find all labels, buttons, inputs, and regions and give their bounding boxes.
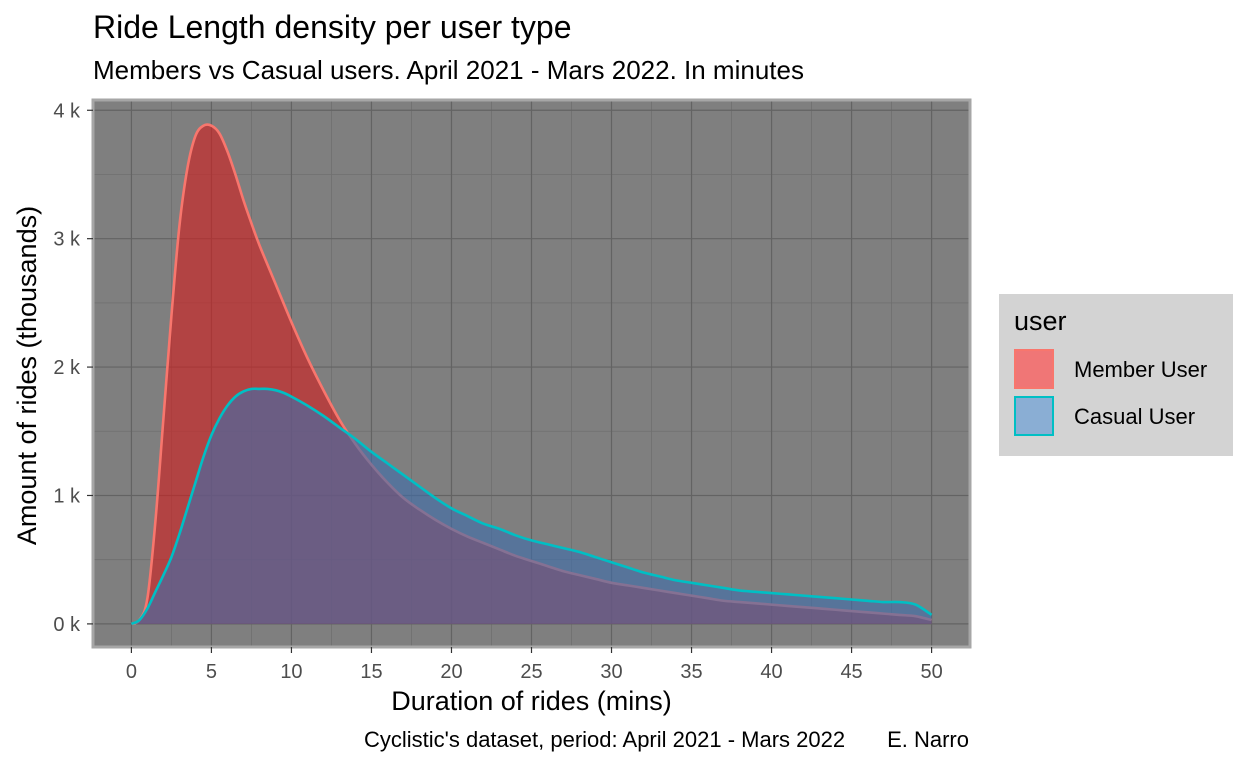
chart-caption: Cyclistic's dataset, period: April 2021 … bbox=[364, 727, 969, 753]
legend-item-member-user: Member User bbox=[1014, 349, 1229, 395]
x-tick-label: 25 bbox=[520, 661, 542, 683]
y-axis-title: Amount of rides (thousands) bbox=[12, 206, 42, 545]
caption-author: E. Narro bbox=[887, 727, 969, 752]
legend-key-member-user bbox=[1014, 349, 1054, 389]
x-tick-label: 0 bbox=[126, 661, 137, 683]
legend-item-casual-user: Casual User bbox=[1014, 396, 1229, 442]
y-tick-label: 1 k bbox=[53, 485, 81, 507]
legend-label-casual-user: Casual User bbox=[1074, 404, 1196, 429]
legend-label-member-user: Member User bbox=[1074, 357, 1208, 382]
x-tick-label: 30 bbox=[600, 661, 622, 683]
density-line-casual-user bbox=[130, 387, 933, 626]
y-tick-label: 3 k bbox=[53, 229, 81, 251]
y-tick-label: 0 k bbox=[53, 614, 81, 636]
x-tick-label: 50 bbox=[920, 661, 942, 683]
caption-text: Cyclistic's dataset, period: April 2021 … bbox=[363, 727, 846, 752]
chart-subtitle: Members vs Casual users. April 2021 - Ma… bbox=[93, 55, 804, 85]
x-tick-label: 40 bbox=[760, 661, 782, 683]
legend-title: user bbox=[1014, 306, 1067, 336]
x-tick-label: 10 bbox=[280, 661, 302, 683]
x-tick-label: 5 bbox=[206, 661, 217, 683]
y-tick-label: 4 k bbox=[53, 100, 81, 122]
x-tick-label: 45 bbox=[840, 661, 862, 683]
density-area-casual-user bbox=[131, 388, 932, 624]
plot-area: 0 5 10 15 20 25 30 35 40 45 50 0 k 1 k 2 k 3 k 4 k Durat… bbox=[12, 98, 972, 716]
x-tick-label: 20 bbox=[440, 661, 462, 683]
y-tick-label: 2 k bbox=[53, 357, 81, 379]
x-tick-label: 35 bbox=[680, 661, 702, 683]
x-axis-title: Duration of rides (mins) bbox=[391, 686, 672, 716]
chart-title: Ride Length density per user type bbox=[93, 9, 572, 45]
legend-key-casual-user bbox=[1014, 396, 1054, 436]
legend: user Member User Casual User bbox=[999, 294, 1233, 456]
x-tick-label: 15 bbox=[360, 661, 382, 683]
